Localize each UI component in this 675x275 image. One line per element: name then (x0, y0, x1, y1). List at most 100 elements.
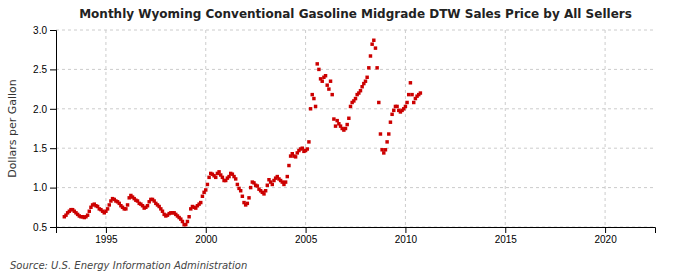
points (63, 39, 423, 227)
point (365, 76, 368, 79)
y-tick-mark (50, 148, 56, 149)
grid-line-y (56, 69, 655, 70)
grid-line-y (56, 108, 655, 109)
point (390, 113, 393, 116)
point (236, 183, 239, 186)
x-tick-label: 2010 (395, 234, 418, 245)
grid-line-y (56, 148, 655, 149)
point (314, 105, 317, 108)
y-tick: 3.0 (33, 25, 56, 36)
y-tick-label: 2.5 (33, 64, 47, 75)
point (217, 170, 220, 173)
point (335, 119, 338, 122)
point (262, 192, 265, 195)
point (367, 66, 370, 69)
point (369, 54, 372, 57)
y-tick: 2.0 (33, 104, 56, 115)
point (311, 93, 314, 96)
point (372, 39, 375, 42)
y-axis-label: Dollars per Gallon (6, 79, 19, 178)
point (349, 105, 352, 108)
y-tick-mark (50, 188, 56, 189)
point (286, 175, 289, 178)
point (126, 203, 129, 206)
y-tick-label: 2.0 (33, 104, 47, 115)
point (106, 207, 109, 210)
grid-line-x (105, 30, 106, 227)
y-tick-mark (50, 30, 56, 31)
x-tick: 2020 (594, 227, 617, 245)
point (405, 101, 408, 104)
x-tick-label: 2015 (495, 234, 518, 245)
x-tick-mark (306, 227, 307, 233)
point (312, 97, 315, 100)
point (214, 176, 217, 179)
point (347, 117, 350, 120)
grid-line-x (405, 30, 406, 227)
x-tick-mark (505, 227, 506, 233)
x-tick-mark (605, 227, 606, 233)
point (412, 101, 415, 104)
point (294, 155, 297, 158)
point (317, 68, 320, 71)
y-tick-label: 1.0 (33, 182, 47, 193)
point (86, 213, 89, 216)
point (377, 101, 380, 104)
annotation: Source: U.S. Energy Information Administ… (10, 260, 247, 271)
point (186, 220, 189, 223)
point (271, 183, 274, 186)
y-tick-label: 1.5 (33, 143, 47, 154)
y-axis-line (50, 31, 57, 228)
point (395, 105, 398, 108)
point (287, 164, 290, 167)
x-tick-label: 2005 (295, 234, 318, 245)
x-tick: 2005 (295, 227, 318, 245)
point (407, 93, 410, 96)
x-tick-label: 1995 (95, 234, 118, 245)
y-tick: 0.5 (33, 222, 56, 233)
point (384, 148, 387, 151)
y-axis: 0.5 1.0 1.5 2.0 2.5 3.0 (33, 25, 56, 233)
point (204, 188, 207, 191)
point (370, 42, 373, 45)
grid-line-x (205, 30, 206, 227)
plot: 1995 2000 2005 2010 2015 2020 0.5 1.0 1.5 2.0 2.5 3… (6, 25, 656, 245)
point (249, 186, 252, 189)
point (256, 184, 259, 187)
x-tick-label: 2000 (195, 234, 218, 245)
point (264, 189, 267, 192)
x-axis: 1995 2000 2005 2010 2015 2020 (57, 227, 656, 245)
x-tick-label: 2020 (594, 234, 617, 245)
point (320, 79, 323, 82)
point (330, 93, 333, 96)
point (345, 123, 348, 126)
point (201, 195, 204, 198)
point (221, 176, 224, 179)
point (332, 117, 335, 120)
grid-line-y (56, 187, 655, 188)
y-tick: 1.5 (33, 143, 56, 154)
point (239, 189, 242, 192)
grid-line-x (605, 30, 606, 227)
y-tick-label: 0.5 (33, 222, 47, 233)
point (241, 195, 244, 198)
x-tick: 2010 (395, 227, 418, 245)
y-tick-mark (50, 69, 56, 70)
point (389, 120, 392, 123)
point (375, 66, 378, 69)
point (246, 202, 249, 205)
point (382, 151, 385, 154)
point (234, 177, 237, 180)
point (334, 124, 337, 127)
y-tick: 2.5 (33, 64, 56, 75)
point (207, 176, 210, 179)
point (327, 87, 330, 90)
point (266, 184, 269, 187)
x-tick-mark (106, 227, 107, 233)
point (404, 105, 407, 108)
point (344, 127, 347, 130)
point (360, 85, 363, 88)
point (161, 210, 164, 213)
point (227, 175, 230, 178)
x-tick-mark (206, 227, 207, 233)
